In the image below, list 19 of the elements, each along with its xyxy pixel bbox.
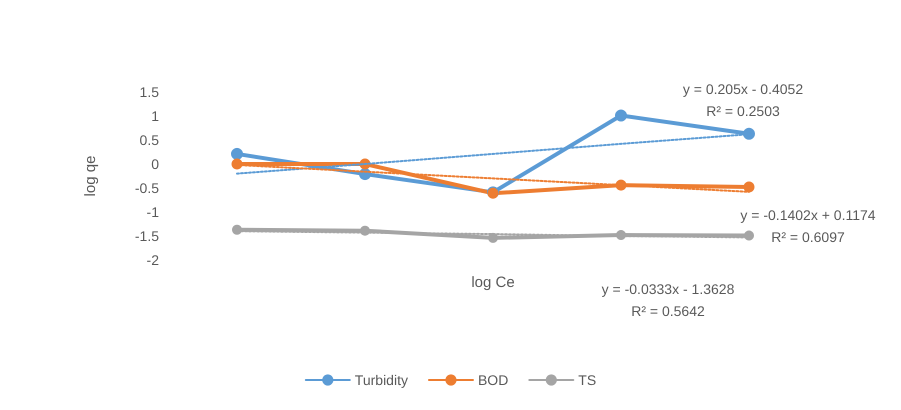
legend-label: BOD <box>478 372 508 388</box>
legend-label: TS <box>578 372 596 388</box>
y-axis-title: log qe <box>82 156 99 196</box>
y-tick-label: -1.5 <box>134 228 160 244</box>
y-tick-label: 1.5 <box>140 84 160 100</box>
y-tick-label: -2 <box>146 252 160 268</box>
y-tick-label: -0.5 <box>134 180 160 196</box>
text: y = -0.0333x - 1.3628 R² = 0.5642 <box>602 281 735 319</box>
point <box>744 182 754 193</box>
annotation: y = 0.205x - 0.4052 R² = 0.2503 <box>682 81 804 119</box>
legend-label: Turbidity <box>354 372 408 388</box>
y-tick-label: 1 <box>151 108 160 124</box>
point <box>615 110 627 122</box>
y-tick-label: -1 <box>146 204 160 220</box>
y-tick-label: 0.5 <box>140 132 160 148</box>
x-axis-title: log Ce <box>471 274 515 291</box>
point <box>231 148 243 160</box>
y-tick-label: 0 <box>151 156 160 172</box>
annotation: y = -0.1402x + 0.1174 R² = 0.6097 <box>740 207 876 245</box>
